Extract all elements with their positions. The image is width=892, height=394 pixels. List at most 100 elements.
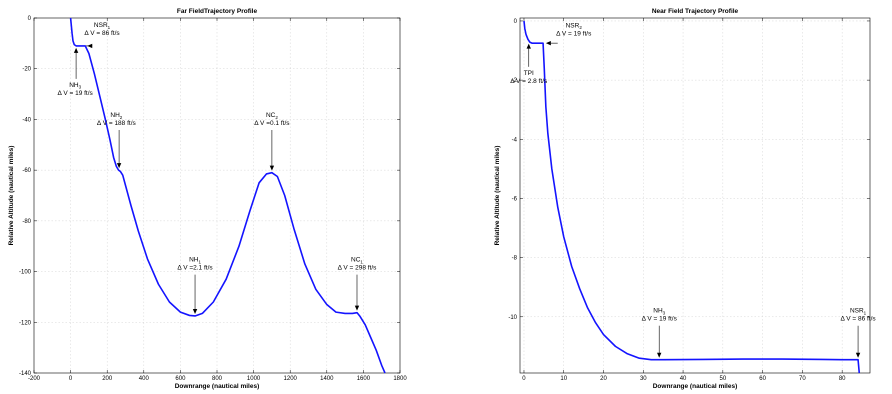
near-field-x-tick-label: 40 (680, 376, 687, 382)
maneuver-name: TPI (524, 70, 534, 77)
far-field-annotation-label: NSR1 (94, 22, 111, 30)
near-field-y-tick-label: -4 (512, 137, 518, 143)
arrow-head (545, 40, 551, 46)
near-field-x-tick-label: 60 (759, 376, 766, 382)
arrow-head (354, 305, 360, 311)
near-field-x-tick-label: 20 (600, 376, 607, 382)
arrow-head (855, 352, 861, 358)
near-field-x-tick-label: 0 (522, 376, 526, 382)
maneuver-subscript: 3 (663, 311, 666, 316)
maneuver-name: NSR (94, 22, 108, 29)
far-field-annotation-label: NH1 (189, 257, 201, 265)
near-field-trajectory-line (523, 20, 861, 374)
near-field-x-tick-label: 50 (719, 376, 726, 382)
maneuver-name: NH (653, 308, 663, 315)
near-field-plot-frame (519, 17, 871, 374)
maneuver-name: NH (69, 82, 79, 89)
far-field-x-tick-label: 600 (175, 376, 186, 382)
near-field-delta-v-label: Δ V = 86 ft/s (840, 316, 876, 323)
far-field-y-tick-label: -20 (22, 67, 31, 73)
far-field-delta-v-label: Δ V = 298 ft/s (338, 265, 378, 272)
near-field-annotation-label: NSR1 (850, 308, 867, 316)
far-field-delta-v-label: Δ V = 19 ft/s (58, 90, 94, 97)
far-field-chart-title: Far FieldTrajectory Profile (177, 8, 258, 15)
maneuver-subscript: 1 (864, 311, 867, 316)
arrow-head (73, 47, 79, 53)
near-field-x-tick-label: 80 (839, 376, 846, 382)
far-field-delta-v-label: Δ V =2.1 ft/s (177, 265, 213, 272)
far-field-x-tick-label: 0 (69, 376, 73, 382)
near-field-delta-v-label: Δ V = 19 ft/s (556, 30, 592, 37)
far-field-y-tick-label: -100 (19, 270, 32, 276)
maneuver-subscript: 2 (579, 25, 582, 30)
far-field-annotation-label: NC1 (351, 257, 363, 265)
maneuver-name: NC (351, 257, 361, 264)
far-field-delta-v-label: Δ V =0.1 ft/s (254, 120, 290, 127)
arrow-head (526, 43, 531, 49)
near-field-delta-v-label: Δ V = 19 ft/s (642, 316, 678, 323)
arrow-head (657, 352, 662, 358)
maneuver-name: NH (110, 112, 120, 119)
far-field-y-axis-label: Relative Altitude (nautical miles) (8, 146, 15, 246)
maneuver-name: NSR (850, 308, 864, 315)
near-field-chart: 0 10 20 30 40 50 60 70 80 0 -2 -4 -6 -8 -10 Near Field … (494, 8, 876, 390)
arrow-head (116, 163, 122, 169)
near-field-x-axis-label: Downrange (nautical miles) (653, 383, 738, 390)
near-field-x-tick-label: 70 (799, 376, 806, 382)
far-field-x-tick-label: 1200 (284, 376, 298, 382)
far-field-x-tick-label: 800 (212, 376, 223, 382)
far-field-x-tick-label: 1400 (320, 376, 334, 382)
maneuver-subscript: 1 (108, 25, 111, 30)
near-field-y-tick-label: -10 (508, 315, 517, 321)
maneuver-subscript: 2 (275, 115, 278, 120)
far-field-y-tick-label: -60 (22, 168, 31, 174)
far-field-x-tick-label: 1000 (247, 376, 261, 382)
far-field-delta-v-label: Δ V = 86 ft/s (84, 30, 120, 37)
near-field-x-tick-label: 30 (640, 376, 647, 382)
arrow-head (87, 43, 93, 49)
near-field-y-axis-label: Relative Altitude (nautical miles) (494, 146, 501, 246)
near-field-annotation-label: NH3 (653, 308, 665, 316)
near-field-y-tick-label: -8 (512, 256, 518, 262)
far-field-annotation-label: NC2 (266, 112, 278, 120)
far-field-y-tick-label: -140 (19, 371, 32, 377)
far-field-annotation-label: NH3 (69, 82, 81, 90)
far-field-x-tick-label: 400 (139, 376, 150, 382)
far-field-y-tick-label: 0 (28, 16, 32, 22)
maneuver-subscript: 1 (360, 259, 363, 264)
near-field-annotation-label: NSR2 (566, 22, 583, 30)
near-field-y-tick-label: 0 (514, 19, 518, 25)
far-field-trajectory-line (69, 17, 386, 374)
arrow-head (269, 165, 275, 171)
near-field-annotation-label: TPI (524, 70, 534, 77)
near-field-y-tick-label: -2 (512, 78, 518, 84)
maneuver-name: NC (266, 112, 276, 119)
arrow-head (192, 308, 198, 314)
near-field-y-tick-label: -6 (512, 196, 518, 202)
maneuver-subscript: 3 (79, 85, 82, 90)
far-field-y-tick-label: -40 (22, 117, 31, 123)
near-field-x-tick-label: 10 (560, 376, 567, 382)
far-field-annotation-label: NH2 (110, 112, 122, 120)
far-field-delta-v-label: Δ V = 188 ft/s (97, 120, 137, 127)
near-field-delta-v-label: Δ V = 2.8 ft/s (510, 78, 548, 85)
far-field-x-tick-label: 1600 (357, 376, 371, 382)
far-field-y-tick-label: -80 (22, 219, 31, 225)
far-field-y-tick-label: -120 (19, 320, 32, 326)
far-field-x-tick-label: 200 (102, 376, 113, 382)
maneuver-subscript: 1 (198, 259, 201, 264)
maneuver-name: NSR (566, 22, 580, 29)
near-field-chart-title: Near Field Trajectory Profile (652, 8, 739, 15)
maneuver-subscript: 2 (120, 115, 123, 120)
far-field-x-axis-label: Downrange (nautical miles) (175, 383, 260, 390)
